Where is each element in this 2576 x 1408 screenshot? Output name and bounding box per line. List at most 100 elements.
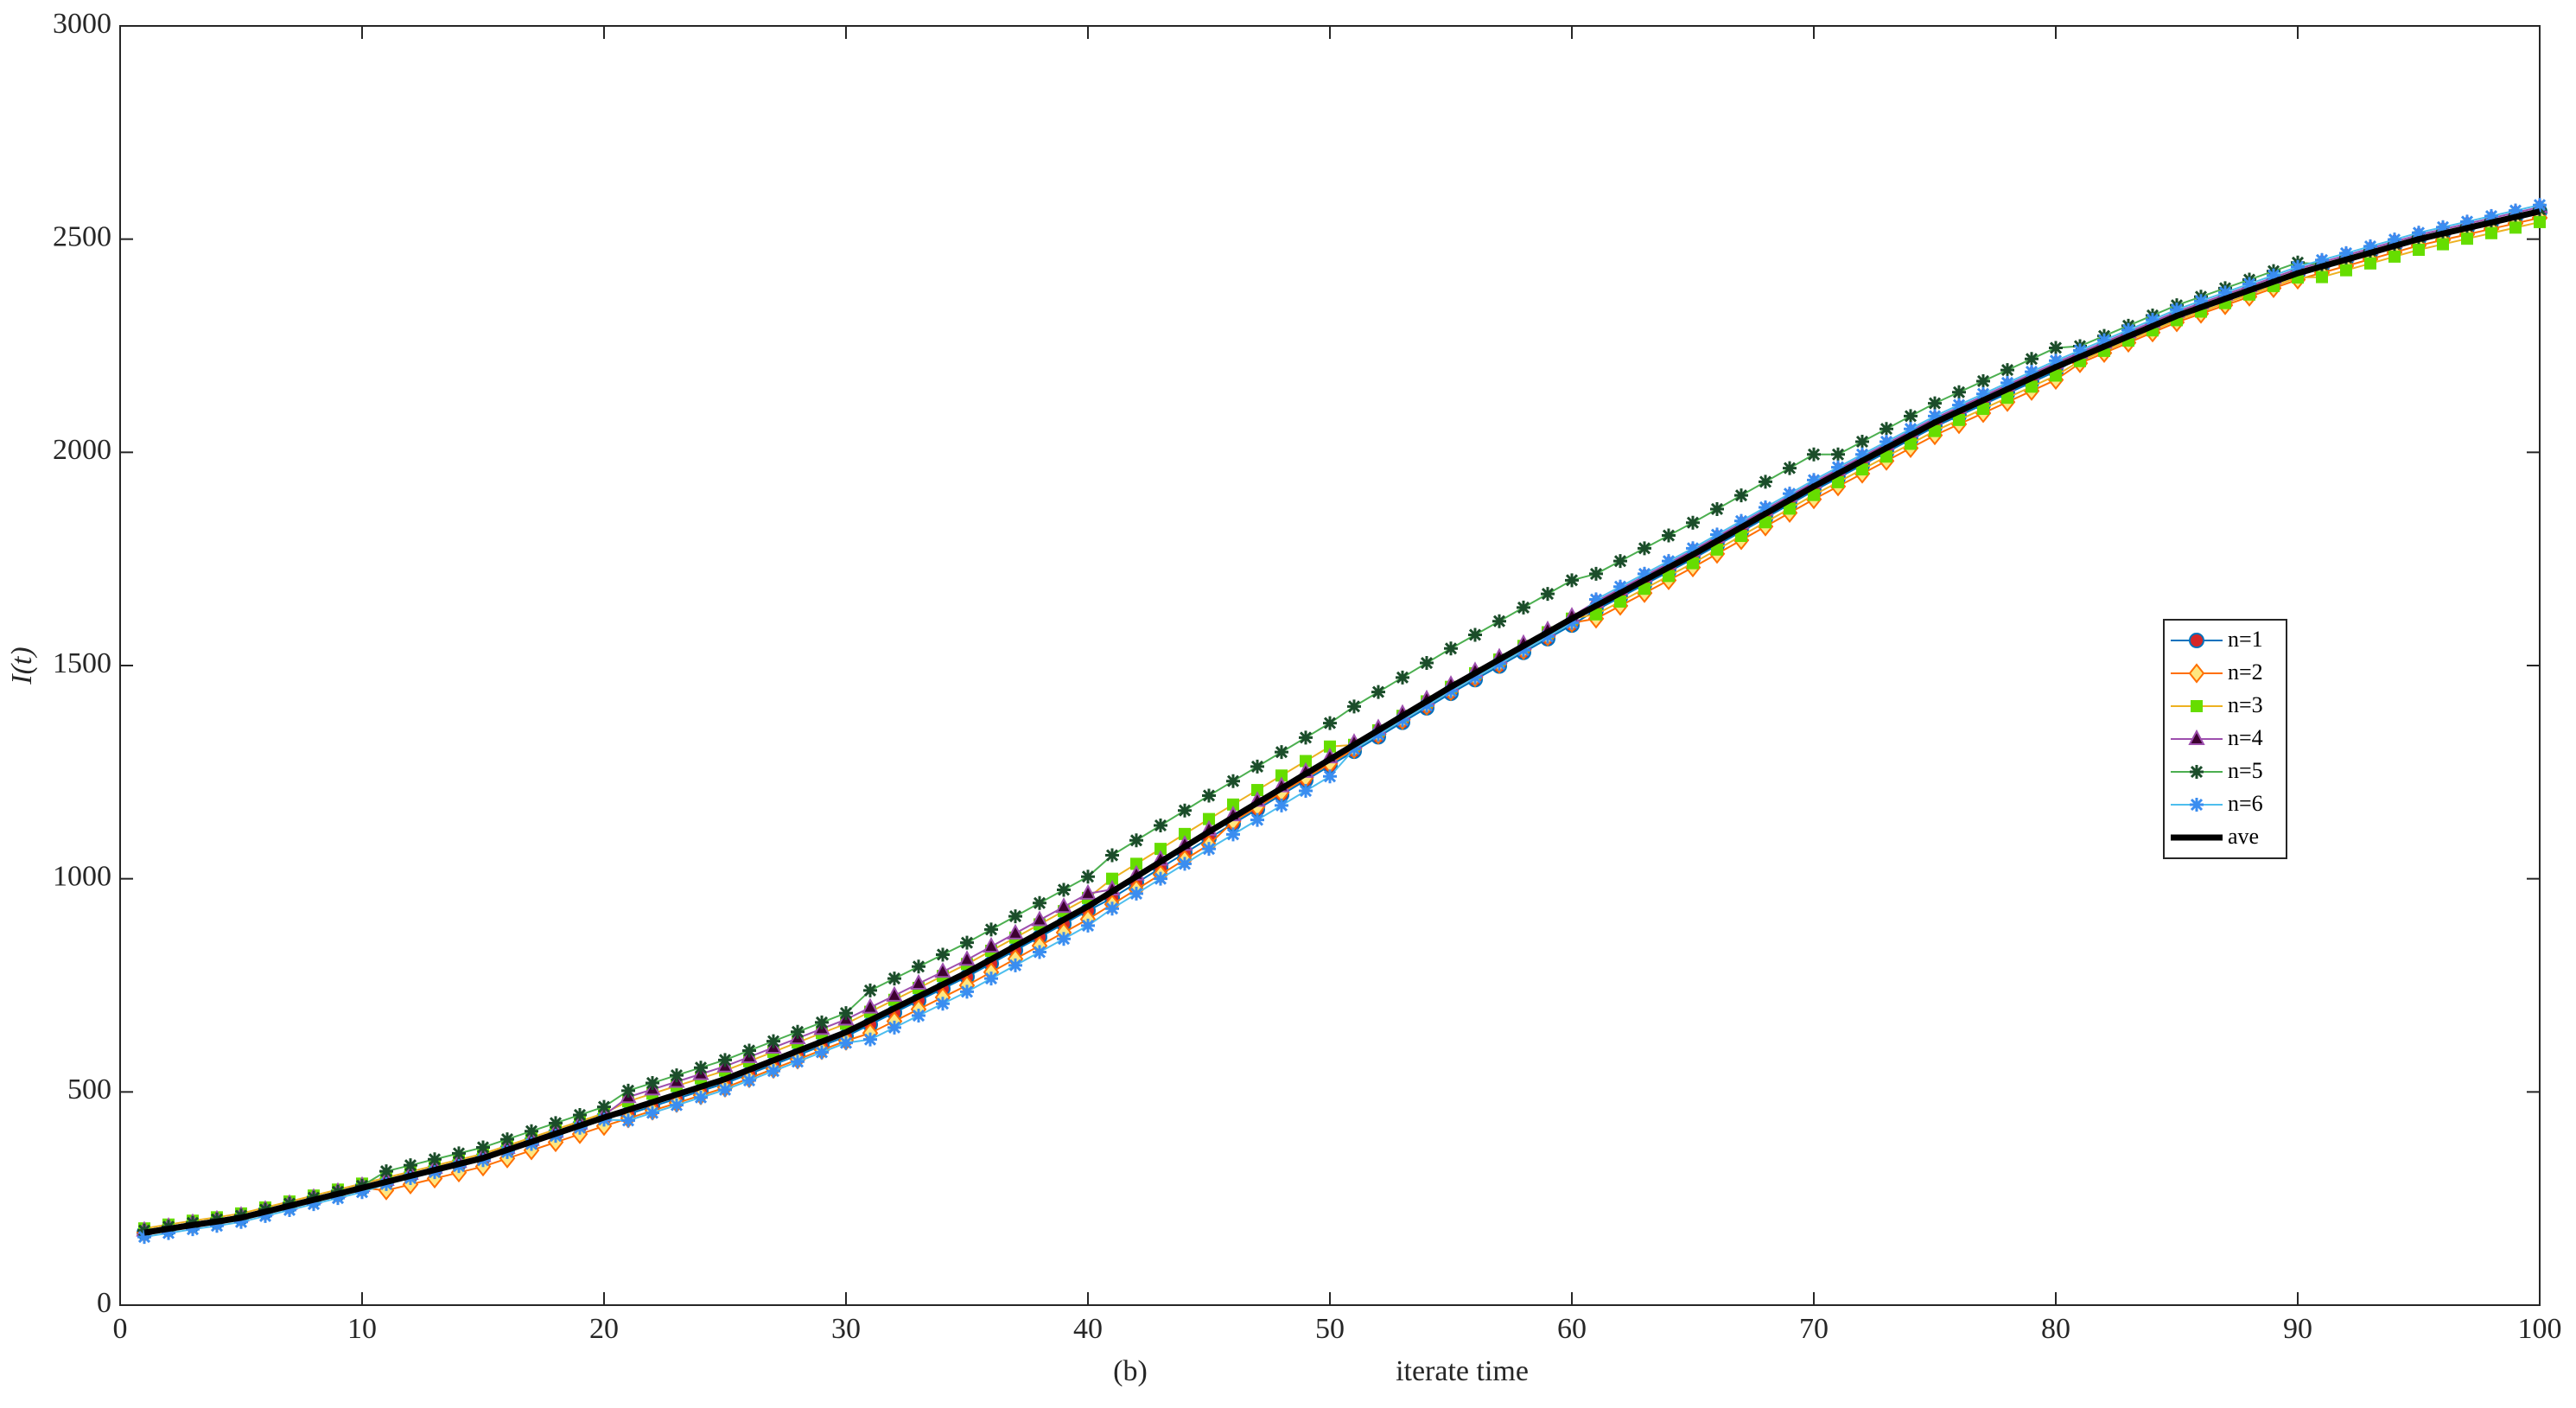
marker [2025, 352, 2039, 366]
legend-label: n=1 [2228, 627, 2263, 652]
y-tick-label: 2500 [53, 220, 111, 252]
marker [1807, 473, 1821, 487]
marker [1565, 573, 1579, 588]
marker [839, 1035, 853, 1050]
marker [2025, 365, 2039, 379]
marker [2190, 765, 2204, 779]
marker [1855, 447, 1869, 462]
marker [1638, 566, 1651, 581]
marker [2460, 214, 2474, 229]
marker [718, 1082, 732, 1097]
marker [2509, 203, 2522, 218]
marker [549, 1116, 563, 1131]
marker [2388, 250, 2401, 263]
x-axis-label: iterate time [1396, 1355, 1529, 1387]
marker [210, 1219, 224, 1233]
marker [1589, 566, 1603, 581]
marker [2001, 392, 2013, 405]
marker [1007, 923, 1024, 940]
marker [234, 1214, 248, 1229]
legend-label: n=4 [2228, 725, 2263, 750]
marker [2000, 375, 2014, 390]
marker [936, 947, 950, 962]
marker [1081, 870, 1095, 884]
marker [694, 1090, 708, 1105]
marker [2050, 369, 2062, 382]
marker [1734, 513, 1748, 528]
marker [1420, 698, 1434, 713]
marker [1323, 716, 1337, 730]
marker [379, 1164, 393, 1179]
marker [1226, 774, 1240, 788]
marker [1541, 629, 1555, 644]
series-line [143, 208, 2541, 1232]
marker [404, 1158, 417, 1173]
marker [2436, 220, 2450, 234]
marker [1275, 798, 1288, 812]
marker [2188, 663, 2205, 684]
marker [1226, 827, 1240, 842]
marker [2026, 380, 2038, 393]
marker [1105, 902, 1119, 916]
marker [1783, 461, 1797, 475]
marker [1055, 897, 1072, 914]
marker [162, 1226, 175, 1240]
marker [2461, 233, 2473, 245]
marker [1154, 819, 1167, 832]
marker [1880, 422, 1893, 436]
marker [137, 1230, 151, 1245]
marker [1953, 413, 1965, 426]
x-tick-label: 70 [1799, 1313, 1829, 1345]
marker [1444, 641, 1458, 656]
x-tick-label: 40 [1073, 1313, 1103, 1345]
legend: n=1 n=2 n=3 n=4 n=5 n=6 ave [2163, 619, 2287, 859]
marker [1396, 670, 1409, 685]
marker [839, 1006, 853, 1021]
legend-label: n=6 [2228, 791, 2263, 816]
marker [1105, 848, 1119, 863]
x-tick-label: 20 [589, 1313, 619, 1345]
marker [887, 1020, 901, 1035]
marker [1855, 435, 1869, 449]
marker [1976, 386, 1990, 401]
marker [2049, 354, 2063, 368]
marker [1759, 500, 1772, 514]
marker [1178, 857, 1192, 871]
marker [1371, 685, 1385, 699]
marker [2339, 245, 2353, 260]
marker [2121, 322, 2135, 337]
marker [283, 1202, 296, 1217]
marker [1928, 409, 1942, 424]
marker [2190, 798, 2204, 812]
marker [742, 1074, 756, 1088]
marker [1613, 579, 1627, 594]
marker [912, 1009, 925, 1023]
marker [1492, 657, 1506, 672]
marker [815, 1015, 829, 1029]
marker [670, 1098, 684, 1112]
marker [2388, 233, 2401, 247]
marker [2485, 226, 2497, 239]
marker [1976, 373, 1990, 388]
marker [1662, 528, 1676, 543]
marker [1686, 541, 1700, 556]
marker [307, 1197, 321, 1212]
marker [2316, 271, 2328, 284]
marker [766, 1034, 780, 1048]
marker [2242, 277, 2256, 291]
marker [646, 1105, 659, 1120]
marker [2049, 341, 2063, 355]
marker [1250, 759, 1264, 774]
marker [1541, 587, 1555, 602]
legend-label: ave [2228, 824, 2259, 849]
series-line [143, 220, 2541, 1230]
x-tick-label: 90 [2283, 1313, 2312, 1345]
panel-label: (b) [1113, 1355, 1148, 1387]
marker [2437, 238, 2449, 251]
marker [1202, 842, 1216, 857]
marker [1275, 745, 1288, 760]
marker [1347, 699, 1361, 714]
marker [1928, 396, 1942, 411]
marker [983, 936, 1000, 953]
